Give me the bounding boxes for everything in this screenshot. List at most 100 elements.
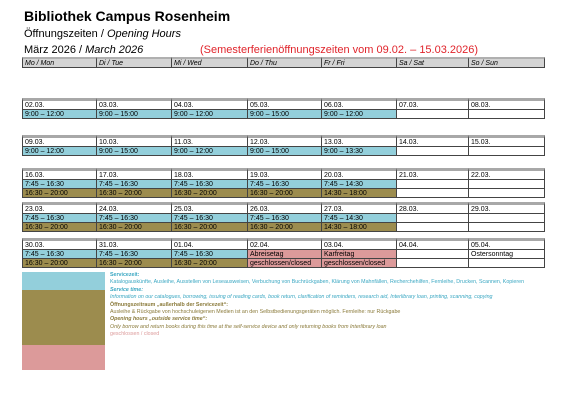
time-cell xyxy=(468,259,545,268)
time-cell: 16:30 – 20:00 xyxy=(96,223,171,232)
time-cell xyxy=(396,189,468,198)
legend-swatch-outside xyxy=(22,290,105,345)
time-cell: 16:30 – 20:00 xyxy=(171,223,247,232)
legend-swatch-service xyxy=(22,272,105,290)
time-cell: 7:45 – 16:30 xyxy=(22,214,96,223)
time-cell: geschlossen/closed xyxy=(321,259,396,268)
time-cell: 14:30 – 18:00 xyxy=(321,223,396,232)
time-cell: 9:00 – 12:00 xyxy=(22,147,96,156)
column-header: Fr / Fri xyxy=(321,57,396,68)
time-cell: 16:30 – 20:00 xyxy=(96,189,171,198)
date-cell: 22.03. xyxy=(468,168,545,180)
time-cell xyxy=(468,214,545,223)
date-cell: 21.03. xyxy=(396,168,468,180)
date-cell: 05.04. xyxy=(468,238,545,250)
date-cell: 12.03. xyxy=(247,135,321,147)
date-cell: 03.04. xyxy=(321,238,396,250)
time-cell: Ostersonntag xyxy=(468,250,545,259)
date-cell: 13.03. xyxy=(321,135,396,147)
time-cell: 9:00 – 12:00 xyxy=(171,147,247,156)
time-cell: 7:45 – 16:30 xyxy=(171,214,247,223)
time-cell: 16:30 – 20:00 xyxy=(22,189,96,198)
time-cell: 7:45 – 16:30 xyxy=(247,214,321,223)
date-cell: 02.04. xyxy=(247,238,321,250)
date-cell: 26.03. xyxy=(247,202,321,214)
time-cell: 9:00 – 13:30 xyxy=(321,147,396,156)
legend-text: Information on our catalogues, borrowing… xyxy=(110,294,493,301)
time-cell: 9:00 – 12:00 xyxy=(171,110,247,119)
time-cell: 16:30 – 20:00 xyxy=(96,259,171,268)
date-cell: 02.03. xyxy=(22,98,96,110)
date-cell: 04.04. xyxy=(396,238,468,250)
legend-title: Service time: xyxy=(110,286,143,293)
month: März 2026 / March 2026 xyxy=(24,44,143,56)
date-cell: 08.03. xyxy=(468,98,545,110)
month-de: März 2026 / xyxy=(24,44,86,56)
date-cell: 18.03. xyxy=(171,168,247,180)
time-cell: 9:00 – 12:00 xyxy=(321,110,396,119)
time-cell: 16:30 – 20:00 xyxy=(22,223,96,232)
subtitle-de: Öffnungszeiten / xyxy=(24,28,107,40)
time-cell: 7:45 – 16:30 xyxy=(96,250,171,259)
date-cell: 09.03. xyxy=(22,135,96,147)
time-cell: 16:30 – 20:00 xyxy=(171,189,247,198)
time-cell xyxy=(396,214,468,223)
time-cell xyxy=(396,110,468,119)
time-cell: 7:45 – 14:30 xyxy=(321,180,396,189)
time-cell: 9:00 – 15:00 xyxy=(96,110,171,119)
date-cell: 01.04. xyxy=(171,238,247,250)
date-cell: 04.03. xyxy=(171,98,247,110)
time-cell: 7:45 – 16:30 xyxy=(22,180,96,189)
column-header: So / Sun xyxy=(468,57,545,68)
time-cell: 9:00 – 15:00 xyxy=(96,147,171,156)
time-cell: 16:30 – 20:00 xyxy=(247,189,321,198)
subtitle-en: Opening Hours xyxy=(106,28,181,40)
time-cell: 9:00 – 15:00 xyxy=(247,110,321,119)
time-cell xyxy=(396,250,468,259)
date-cell: 23.03. xyxy=(22,202,96,214)
time-cell xyxy=(396,223,468,232)
date-cell: 19.03. xyxy=(247,168,321,180)
legend-text: Ausleihe & Rückgabe von hochschuleigenen… xyxy=(110,309,401,316)
date-cell: 07.03. xyxy=(396,98,468,110)
time-cell xyxy=(468,189,545,198)
date-cell: 10.03. xyxy=(96,135,171,147)
time-cell xyxy=(396,180,468,189)
column-header: Do / Thu xyxy=(247,57,321,68)
time-cell: 7:45 – 14:30 xyxy=(321,214,396,223)
date-cell: 28.03. xyxy=(396,202,468,214)
date-cell: 05.03. xyxy=(247,98,321,110)
date-cell: 20.03. xyxy=(321,168,396,180)
column-header: Di / Tue xyxy=(96,57,171,68)
time-cell: 7:45 – 16:30 xyxy=(247,180,321,189)
legend-text: geschlossen / closed xyxy=(110,331,160,338)
time-cell xyxy=(468,180,545,189)
time-cell: 9:00 – 15:00 xyxy=(247,147,321,156)
time-cell: 16:30 – 20:00 xyxy=(22,259,96,268)
date-cell: 25.03. xyxy=(171,202,247,214)
legend-text: Katalogauskünfte, Ausleihe, Ausstellen v… xyxy=(110,279,525,286)
time-cell: 7:45 – 16:30 xyxy=(96,180,171,189)
time-cell: Karfreitag xyxy=(321,250,396,259)
date-cell: 14.03. xyxy=(396,135,468,147)
date-cell: 03.03. xyxy=(96,98,171,110)
time-cell: 7:45 – 16:30 xyxy=(96,214,171,223)
date-cell: 30.03. xyxy=(22,238,96,250)
time-cell: 14:30 – 18:00 xyxy=(321,189,396,198)
time-cell xyxy=(396,147,468,156)
date-cell: 29.03. xyxy=(468,202,545,214)
date-cell: 17.03. xyxy=(96,168,171,180)
time-cell: 16:30 – 20:00 xyxy=(171,259,247,268)
legend-title: Öffnungszeitraum „außerhalb der Servicez… xyxy=(110,301,229,308)
time-cell xyxy=(468,110,545,119)
date-cell: 06.03. xyxy=(321,98,396,110)
time-cell xyxy=(468,147,545,156)
note: (Semesterferienöffnungszeiten vom 09.02.… xyxy=(200,44,479,56)
date-cell: 27.03. xyxy=(321,202,396,214)
subtitle: Öffnungszeiten / Opening Hours xyxy=(24,28,181,40)
time-cell: 7:45 – 16:30 xyxy=(171,180,247,189)
date-cell: 11.03. xyxy=(171,135,247,147)
legend-text: Only borrow and return books during this… xyxy=(110,323,387,330)
time-cell: Abreisetag xyxy=(247,250,321,259)
